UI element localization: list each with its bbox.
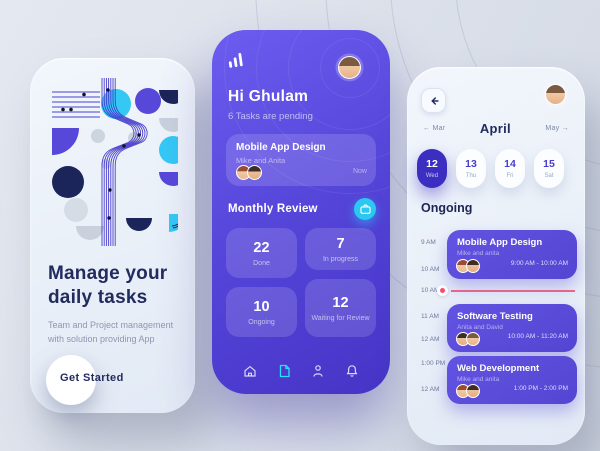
time-label: 12 AM: [421, 336, 440, 343]
ongoing-section-title: Ongoing: [421, 201, 473, 215]
documents-icon-active[interactable]: [275, 362, 293, 380]
stats-bars-icon[interactable]: [227, 51, 245, 69]
time-label-current: 10 AM: [421, 287, 440, 294]
stat-in-progress[interactable]: 7 In progress: [305, 228, 376, 270]
event-card-mobile-app-design[interactable]: Mobile App Design Mike and anita 9:00 AM…: [447, 230, 577, 279]
dashboard-screen: Hi Ghulam 6 Tasks are pending Mobile App…: [212, 30, 390, 394]
event-people: Mike and anita: [457, 376, 500, 383]
event-title: Web Development: [457, 363, 540, 374]
next-month-button[interactable]: May →: [545, 125, 569, 132]
schedule-screen: ← Mar April May → 12 Wed 13 Thu 14 Fri 1…: [407, 67, 585, 445]
stat-value: 22: [253, 239, 270, 256]
event-avatars: [456, 332, 480, 346]
current-time-line: [451, 290, 575, 292]
time-label: 9 AM: [421, 239, 436, 246]
time-label: 11 AM: [421, 313, 439, 320]
bottom-navigation: [226, 358, 376, 384]
date-number: 14: [504, 158, 516, 170]
stat-label: Ongoing: [248, 318, 275, 326]
onboarding-screen: Manage your daily tasks Team and Project…: [30, 58, 195, 413]
event-time: 1:00 PM - 2:00 PM: [513, 385, 568, 392]
task-avatars: [236, 165, 262, 180]
subtitle: Team and Project management with solutio…: [48, 320, 174, 345]
back-arrow-icon: [430, 96, 439, 105]
avatar: [466, 259, 480, 273]
stat-waiting-review[interactable]: 12 Waiting for Review: [305, 279, 376, 337]
stat-done[interactable]: 22 Done: [226, 228, 297, 278]
stats-grid: 22 Done 10 Ongoing 7 In progress 12 Wait…: [226, 228, 376, 337]
task-when-badge: Now: [352, 168, 367, 175]
date-weekday: Fri: [506, 173, 514, 179]
stat-value: 7: [336, 235, 345, 252]
date-weekday: Sat: [544, 173, 554, 179]
event-people: Mike and anita: [457, 250, 500, 257]
date-weekday: Thu: [465, 173, 477, 179]
current-month-label: April: [479, 121, 511, 136]
user-avatar[interactable]: [545, 84, 566, 105]
avatar: [247, 165, 262, 180]
event-time: 10:00 AM - 11:20 AM: [507, 333, 568, 340]
date-number: 13: [465, 158, 477, 170]
task-title: Mobile App Design: [236, 142, 326, 153]
page-title: Manage your daily tasks: [48, 262, 167, 311]
title-line-1: Manage your: [48, 263, 168, 284]
event-people: Anita and David: [457, 324, 503, 331]
event-card-software-testing[interactable]: Software Testing Anita and David 10:00 A…: [447, 304, 577, 352]
notifications-icon[interactable]: [343, 362, 361, 380]
title-line-2: daily tasks: [48, 287, 148, 309]
avatar: [466, 384, 480, 398]
stat-label: Done: [253, 259, 270, 267]
date-weekday: Wed: [425, 173, 439, 179]
date-number: 12: [426, 158, 438, 170]
stat-ongoing[interactable]: 10 Ongoing: [226, 287, 297, 337]
date-pill-14[interactable]: 14 Fri: [495, 149, 525, 188]
cta-label: Get Started: [60, 372, 124, 384]
event-card-web-development[interactable]: Web Development Mike and anita 1:00 PM -…: [447, 356, 577, 404]
next-month-label: May: [545, 125, 560, 132]
stat-value: 12: [332, 294, 349, 311]
pending-tasks-subtitle: 6 Tasks are pending: [228, 111, 313, 122]
briefcase-button[interactable]: [354, 198, 376, 220]
event-time: 9:00 AM - 10:00 AM: [510, 260, 568, 267]
profile-icon[interactable]: [309, 362, 327, 380]
event-avatars: [456, 259, 480, 273]
stat-value: 10: [253, 298, 270, 315]
previous-month-button[interactable]: ← Mar: [423, 125, 446, 132]
event-title: Software Testing: [457, 311, 533, 322]
date-pill-12-selected[interactable]: 12 Wed: [417, 149, 447, 188]
user-avatar[interactable]: [338, 56, 361, 79]
time-label: 1:00 PM: [421, 360, 446, 367]
date-pill-15[interactable]: 15 Sat: [534, 149, 564, 188]
time-label: 12 AM: [421, 386, 440, 393]
stats-column-right: 7 In progress 12 Waiting for Review: [305, 228, 376, 337]
get-started-button[interactable]: Get Started: [46, 355, 166, 405]
stat-label: Waiting for Review: [311, 314, 370, 322]
home-icon[interactable]: [241, 362, 259, 380]
briefcase-icon: [359, 204, 371, 214]
monthly-review-header: Monthly Review: [228, 198, 376, 220]
date-number: 15: [543, 158, 555, 170]
stats-column-left: 22 Done 10 Ongoing: [226, 228, 297, 337]
previous-month-label: Mar: [432, 125, 446, 132]
cta-circle: [46, 355, 96, 405]
back-button[interactable]: [421, 88, 446, 113]
task-people: Mike and Anita: [236, 156, 286, 165]
abstract-illustration: [52, 78, 178, 246]
stat-label: In progress: [322, 255, 359, 263]
avatar: [466, 332, 480, 346]
event-avatars: [456, 384, 480, 398]
date-picker: 12 Wed 13 Thu 14 Fri 15 Sat: [417, 149, 564, 188]
greeting-title: Hi Ghulam: [228, 88, 309, 105]
monthly-review-title: Monthly Review: [228, 203, 318, 215]
current-time-dot: [437, 285, 448, 296]
time-label: 10 AM: [421, 266, 440, 273]
date-pill-13[interactable]: 13 Thu: [456, 149, 486, 188]
current-task-card[interactable]: Mobile App Design Mike and Anita Now: [226, 134, 376, 186]
month-navigation: ← Mar April May →: [423, 121, 569, 136]
event-title: Mobile App Design: [457, 237, 543, 248]
